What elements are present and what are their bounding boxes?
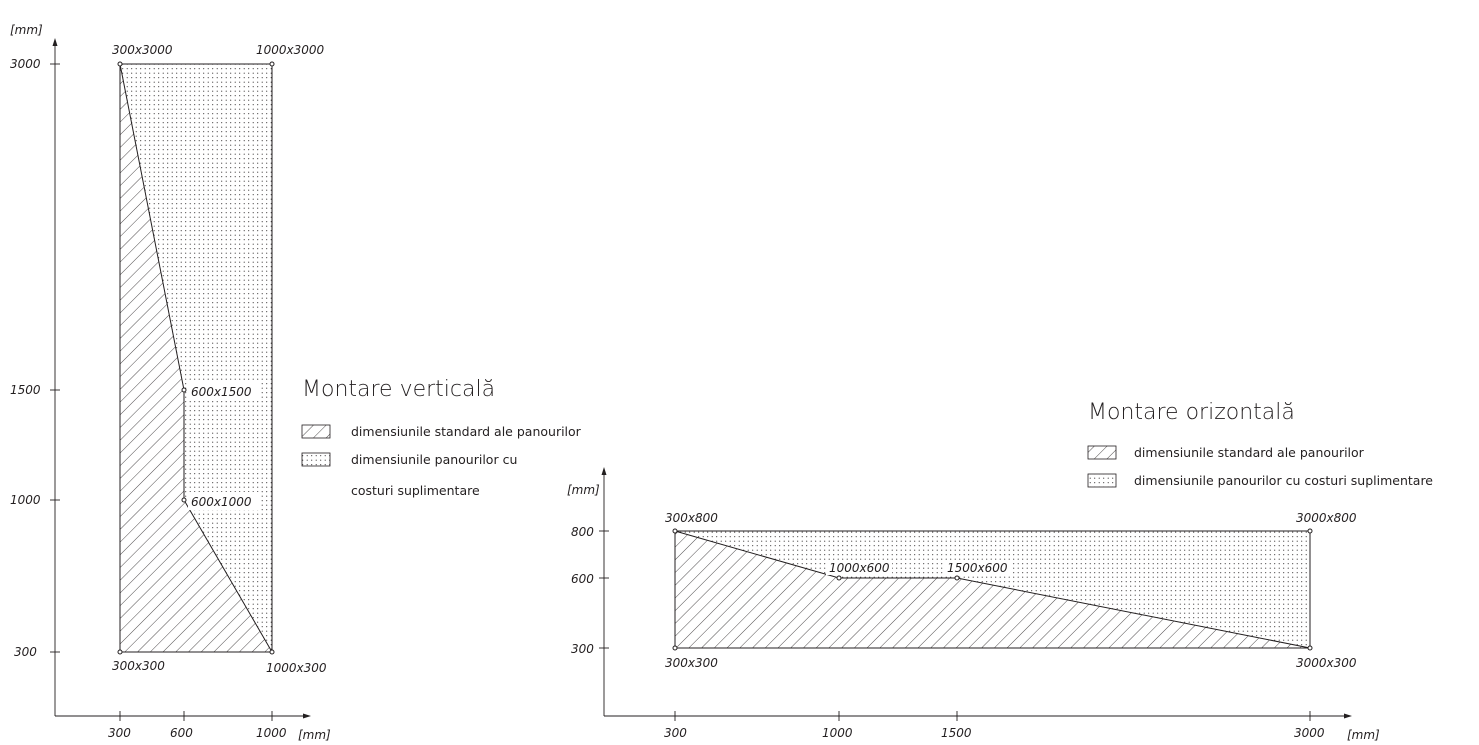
vertical-x-tick-300: 300 bbox=[108, 726, 131, 740]
vertical-point-label: 600x1000 bbox=[191, 495, 252, 509]
horizontal-x-tick-300: 300 bbox=[664, 726, 687, 740]
horizontal-boundary bbox=[674, 530, 1311, 649]
horizontal-point-label: 3000x800 bbox=[1296, 511, 1357, 525]
horizontal-y-tick-800: 800 bbox=[571, 525, 594, 539]
vertical-x-unit: [mm] bbox=[298, 728, 331, 742]
horizontal-standard-area bbox=[675, 531, 1310, 648]
horizontal-chart: 800 600 300 [mm] 300 1000 1500 3000 [mm]… bbox=[567, 467, 1380, 742]
horizontal-point-label: 1000x600 bbox=[829, 561, 890, 575]
vertical-y-tick-1500: 1500 bbox=[10, 383, 41, 397]
vertical-legend-extra-2: costuri suplimentare bbox=[351, 483, 480, 498]
horizontal-title: Montare orizontală bbox=[1088, 400, 1295, 425]
horizontal-vertex bbox=[1307, 645, 1313, 651]
horizontal-x-tick-1500: 1500 bbox=[941, 726, 972, 740]
vertical-vertex bbox=[269, 61, 275, 67]
vertical-vertex bbox=[269, 649, 275, 655]
horizontal-legend-standard: dimensiunile standard ale panourilor bbox=[1134, 445, 1365, 460]
horizontal-y-tick-600: 600 bbox=[571, 572, 594, 586]
horizontal-vertex bbox=[836, 575, 842, 581]
legend-dots-swatch bbox=[301, 452, 331, 467]
vertical-boundary bbox=[119, 63, 273, 653]
horizontal-point-label: 3000x300 bbox=[1296, 656, 1357, 670]
vertical-chart: 3000 1500 1000 300 [mm] 300 600 1000 [mm… bbox=[10, 23, 331, 742]
vertical-vertex bbox=[181, 497, 187, 503]
vertical-vertex bbox=[117, 61, 123, 67]
horizontal-vertex bbox=[1307, 528, 1313, 534]
vertical-point-label: 300x300 bbox=[112, 659, 165, 673]
legend-hatch-swatch bbox=[301, 424, 331, 439]
vertical-title: Montare verticală bbox=[302, 377, 495, 402]
vertical-legend: Montare verticală dimensiunile standard … bbox=[301, 377, 582, 498]
vertical-x-tick-1000: 1000 bbox=[256, 726, 287, 740]
horizontal-x-tick-1000: 1000 bbox=[822, 726, 853, 740]
horizontal-x-arrow bbox=[1344, 713, 1352, 719]
horizontal-y-tick-300: 300 bbox=[571, 642, 594, 656]
legend-hatch-swatch bbox=[1087, 445, 1117, 460]
vertical-point-label: 300x3000 bbox=[112, 43, 173, 57]
vertical-y-tick-1000: 1000 bbox=[10, 493, 41, 507]
vertical-vertex bbox=[181, 387, 187, 393]
horizontal-y-unit: [mm] bbox=[567, 483, 600, 497]
horizontal-vertex bbox=[672, 528, 678, 534]
vertical-y-tick-300: 300 bbox=[14, 645, 37, 659]
horizontal-vertex bbox=[954, 575, 960, 581]
vertical-legend-extra-1: dimensiunile panourilor cu bbox=[351, 452, 517, 467]
vertical-vertex bbox=[117, 649, 123, 655]
vertical-y-tick-3000: 3000 bbox=[10, 57, 41, 71]
legend-dots-swatch bbox=[1087, 473, 1117, 488]
vertical-legend-standard: dimensiunile standard ale panourilor bbox=[351, 424, 582, 439]
vertical-x-arrow bbox=[303, 713, 311, 719]
vertical-x-tick-600: 600 bbox=[170, 726, 193, 740]
horizontal-x-tick-3000: 3000 bbox=[1294, 726, 1325, 740]
vertical-y-unit: [mm] bbox=[10, 23, 43, 37]
horizontal-point-label: 1500x600 bbox=[947, 561, 1008, 575]
horizontal-y-arrow bbox=[601, 467, 607, 475]
horizontal-legend: Montare orizontală dimensiunile standard… bbox=[1087, 400, 1433, 488]
horizontal-point-label: 300x300 bbox=[665, 656, 718, 670]
horizontal-point-label: 300x800 bbox=[665, 511, 718, 525]
vertical-point-label: 1000x3000 bbox=[256, 43, 325, 57]
vertical-standard-area bbox=[120, 64, 272, 652]
vertical-point-label: 1000x300 bbox=[266, 661, 327, 675]
horizontal-x-unit: [mm] bbox=[1347, 728, 1380, 742]
vertical-y-arrow bbox=[52, 38, 58, 46]
horizontal-legend-extra: dimensiunile panourilor cu costuri supli… bbox=[1134, 473, 1433, 488]
horizontal-vertex bbox=[672, 645, 678, 651]
vertical-point-label: 600x1500 bbox=[191, 385, 252, 399]
